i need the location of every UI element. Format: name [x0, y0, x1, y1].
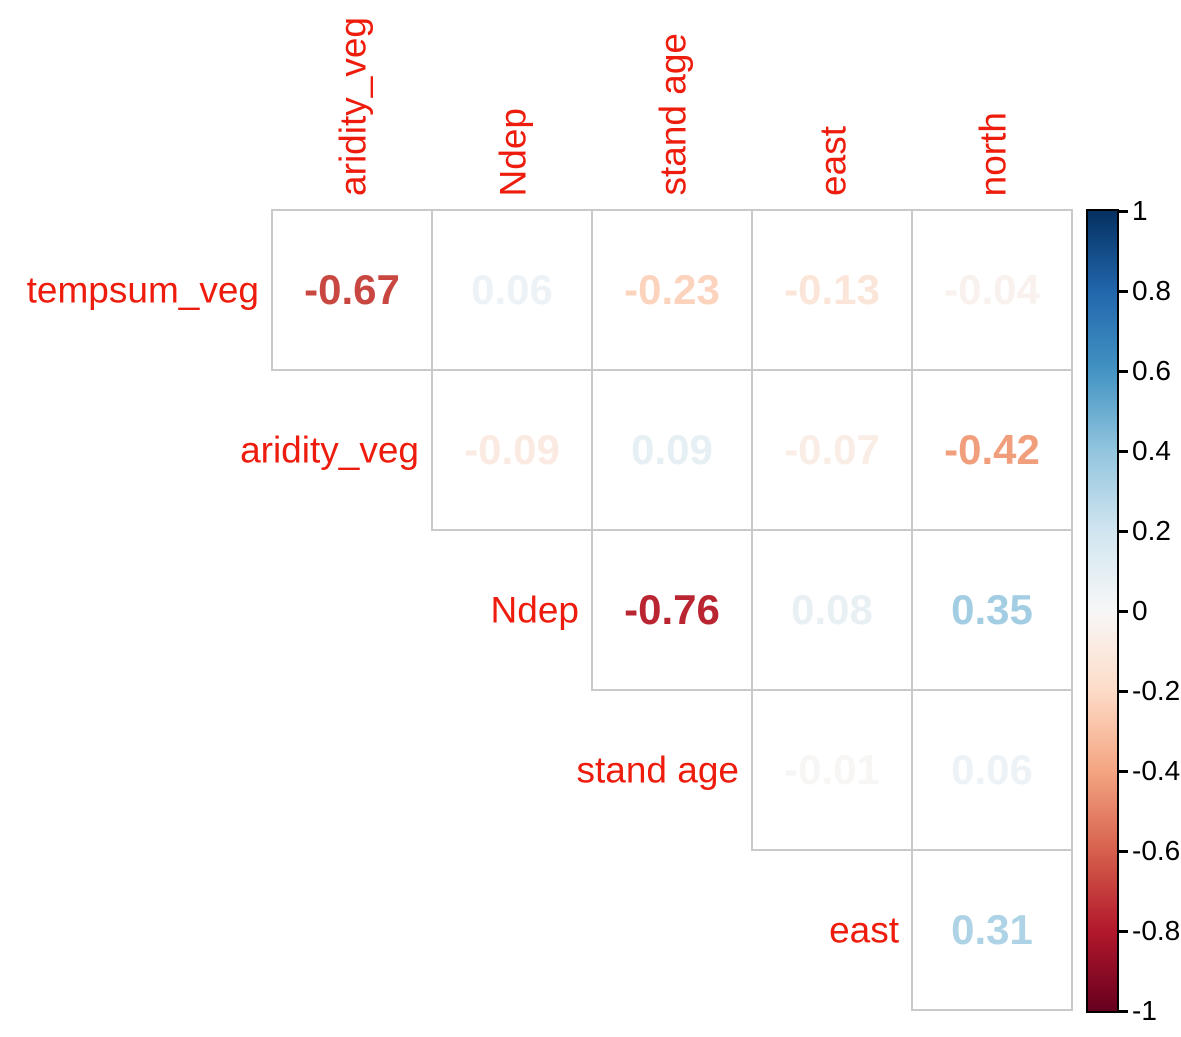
row-label: aridity_veg [240, 429, 419, 471]
correlation-value: 0.06 [471, 266, 553, 313]
row-label: stand age [576, 749, 739, 791]
matrix-cell: 0.08 [753, 531, 913, 691]
matrix-cell: 0.09 [593, 371, 753, 531]
colorbar-tick-label: -0.2 [1132, 675, 1181, 706]
column-label: east [812, 126, 854, 196]
correlation-value: 0.06 [951, 746, 1033, 793]
colorbar-tick-label: 1 [1132, 195, 1148, 226]
colorbar-tick-label: 0.4 [1132, 435, 1171, 466]
matrix-cell: -0.04 [913, 209, 1073, 371]
colorbar-tick [1119, 690, 1128, 693]
correlation-value: -0.01 [784, 746, 880, 793]
matrix-cell: -0.09 [431, 371, 593, 531]
colorbar-tick [1119, 530, 1128, 533]
column-label: stand age [652, 33, 694, 196]
colorbar-tick [1119, 610, 1128, 613]
column-label: Ndep [492, 107, 534, 196]
correlation-value: 0.08 [791, 586, 873, 633]
correlation-value: -0.76 [624, 586, 720, 633]
colorbar [1086, 209, 1119, 1013]
matrix-cell: -0.76 [591, 531, 753, 691]
correlation-value: -0.07 [784, 426, 880, 473]
colorbar-tick-label: -1 [1132, 995, 1157, 1026]
colorbar-tick [1119, 450, 1128, 453]
matrix-cell: -0.23 [593, 209, 753, 371]
colorbar-tick [1119, 210, 1128, 213]
matrix-cell: 0.35 [913, 531, 1073, 691]
matrix-cell: 0.06 [913, 691, 1073, 851]
matrix-cell: -0.01 [751, 691, 913, 851]
correlation-value: -0.13 [784, 266, 880, 313]
colorbar-tick-label: -0.4 [1132, 755, 1181, 786]
colorbar-tick [1119, 850, 1128, 853]
correlation-value: 0.31 [951, 906, 1033, 953]
correlation-value: 0.09 [631, 426, 713, 473]
correlation-value: 0.35 [951, 586, 1033, 633]
column-label: aridity_veg [332, 17, 374, 196]
matrix-cell: -0.13 [753, 209, 913, 371]
matrix-cell: -0.42 [913, 371, 1073, 531]
correlation-value: -0.23 [624, 266, 720, 313]
colorbar-tick [1119, 1010, 1128, 1013]
matrix-cell: 0.31 [911, 851, 1073, 1011]
colorbar-tick-label: 0 [1132, 595, 1148, 626]
colorbar-tick [1119, 370, 1128, 373]
colorbar-tick-label: 0.2 [1132, 515, 1171, 546]
colorbar-tick [1119, 770, 1128, 773]
colorbar-tick-label: -0.8 [1132, 915, 1181, 946]
colorbar-tick-label: 0.8 [1132, 275, 1171, 306]
correlation-value: -0.09 [464, 426, 560, 473]
colorbar-tick-label: 0.6 [1132, 355, 1171, 386]
matrix-cell: 0.06 [433, 209, 593, 371]
row-label: Ndep [490, 589, 579, 631]
colorbar-tick-label: -0.6 [1132, 835, 1181, 866]
correlation-value: -0.67 [304, 266, 400, 313]
correlation-value: -0.42 [944, 426, 1040, 473]
matrix-cell: -0.07 [753, 371, 913, 531]
colorbar-tick [1119, 290, 1128, 293]
correlation-value: -0.04 [944, 266, 1040, 313]
colorbar-tick [1119, 930, 1128, 933]
matrix-cell: -0.67 [271, 209, 433, 371]
row-label: tempsum_veg [26, 269, 259, 311]
row-label: east [829, 909, 899, 951]
column-label: north [972, 111, 1014, 196]
